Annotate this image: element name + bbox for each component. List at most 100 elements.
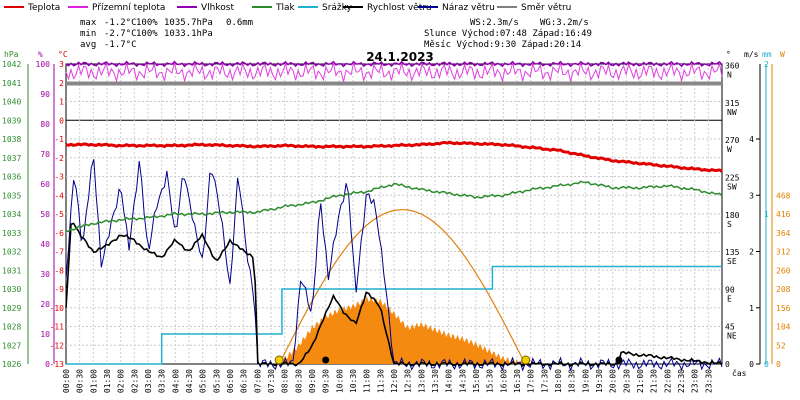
legend-label: Vlhkost: [201, 3, 234, 13]
stat-pressure: 1035.7hPa: [164, 18, 213, 28]
temp-tick: -3: [54, 173, 64, 182]
hpa-tick: 1034: [2, 210, 21, 219]
series-ground-temp: [65, 61, 723, 83]
legend-label: Teplota: [27, 3, 60, 13]
x-tick: 16:30: [513, 369, 522, 393]
x-tick: 12:00: [390, 369, 399, 393]
sunset-marker: [521, 355, 531, 365]
x-tick: 23:30: [704, 369, 713, 393]
stat-humidity: 100%: [136, 18, 158, 28]
wm2-tick: 52: [776, 341, 786, 350]
hpa-tick: 1038: [2, 135, 21, 144]
wm2-tick: 208: [776, 285, 791, 294]
x-tick: 04:30: [185, 369, 194, 393]
x-tick: 10:00: [335, 369, 344, 393]
dir-tick: 45: [725, 323, 735, 332]
x-tick: 07:00: [253, 369, 262, 393]
temp-tick: 3: [59, 60, 64, 69]
temp-tick: -13: [50, 360, 65, 369]
dir-name: NW: [727, 108, 737, 117]
moon-times: Měsíc Východ:9:30 Západ:20:14: [424, 40, 581, 50]
legend-label: Přízemní teplota: [92, 3, 165, 13]
dir-tick: 315: [725, 99, 740, 108]
dir-name: SE: [727, 257, 737, 266]
hpa-tick: 1042: [2, 60, 21, 69]
dir-name: NE: [727, 332, 737, 341]
x-tick: 11:00: [363, 369, 372, 393]
stat-temp: -2.7°C: [104, 29, 137, 39]
percent-tick: 70: [40, 150, 50, 159]
ms-tick: 1: [749, 304, 754, 313]
temp-tick: -12: [50, 341, 65, 350]
x-tick: 01:30: [103, 369, 112, 393]
x-tick: 21:30: [650, 369, 659, 393]
dir-unit: °: [726, 50, 731, 59]
dir-name: N: [727, 71, 732, 80]
series-humidity: [65, 60, 723, 68]
stat-label: min: [80, 29, 96, 39]
temp-tick: -1: [54, 135, 64, 144]
x-tick: 22:00: [663, 369, 672, 393]
percent-tick: 50: [40, 210, 50, 219]
stat-temp: -1.7°C: [104, 40, 137, 50]
hpa-tick: 1028: [2, 323, 21, 332]
wm2-tick: 364: [776, 229, 791, 238]
stat-rain: 0.6mm: [226, 18, 253, 28]
x-tick: 14:30: [458, 369, 467, 393]
hpa-tick: 1041: [2, 79, 21, 88]
hpa-tick: 1031: [2, 266, 21, 275]
theoretical-radiation-line: [278, 209, 526, 365]
x-tick: 18:30: [568, 369, 577, 393]
ms-tick: 4: [749, 135, 754, 144]
x-tick: 08:00: [281, 369, 290, 393]
temp-tick: -6: [54, 229, 64, 238]
x-tick: 14:00: [445, 369, 454, 393]
x-tick: 09:00: [308, 369, 317, 393]
series-temperature: [65, 140, 723, 173]
ms-unit: m/s: [744, 50, 759, 59]
dir-name: E: [727, 294, 732, 303]
x-tick: 10:30: [349, 369, 358, 393]
x-tick: 23:00: [691, 369, 700, 393]
x-tick: 22:30: [677, 369, 686, 393]
temp-tick: -9: [54, 285, 64, 294]
hpa-tick: 1029: [2, 304, 21, 313]
x-tick: 09:30: [322, 369, 331, 393]
dir-tick: 0: [725, 360, 730, 369]
wm2-unit: W: [780, 50, 785, 59]
mm-tick: 2: [764, 60, 769, 69]
wm2-tick: 312: [776, 248, 791, 257]
temp-tick: -2: [54, 154, 64, 163]
temp-tick: -8: [54, 266, 64, 275]
percent-tick: 40: [40, 240, 50, 249]
wm2-tick: 156: [776, 304, 791, 313]
mm-tick: 0: [764, 360, 769, 369]
x-tick: 13:30: [431, 369, 440, 393]
dir-name: S: [727, 220, 732, 229]
wm2-tick: 416: [776, 210, 791, 219]
temp-tick: -10: [50, 304, 65, 313]
x-tick: 04:00: [171, 369, 180, 393]
x-tick: 15:30: [486, 369, 495, 393]
x-tick: 17:30: [540, 369, 549, 393]
stat-label: avg: [80, 40, 96, 50]
hpa-tick: 1032: [2, 248, 21, 257]
dir-tick: 360: [725, 62, 740, 71]
x-tick: 05:00: [199, 369, 208, 393]
dir-name: W: [727, 145, 732, 154]
percent-tick: 60: [40, 180, 50, 189]
hpa-tick: 1033: [2, 229, 21, 238]
dir-tick: 135: [725, 248, 740, 257]
x-tick: 05:30: [212, 369, 221, 393]
temp-tick: -4: [54, 191, 64, 200]
mm-tick: 1: [764, 210, 769, 219]
hpa-unit: hPa: [4, 50, 19, 59]
x-tick: 20:00: [609, 369, 618, 393]
x-tick: 12:30: [404, 369, 413, 393]
hpa-tick: 1035: [2, 191, 21, 200]
x-tick: 15:00: [472, 369, 481, 393]
ms-tick: 2: [749, 248, 754, 257]
temp-tick: 1: [59, 98, 64, 107]
x-tick: 18:00: [554, 369, 563, 393]
